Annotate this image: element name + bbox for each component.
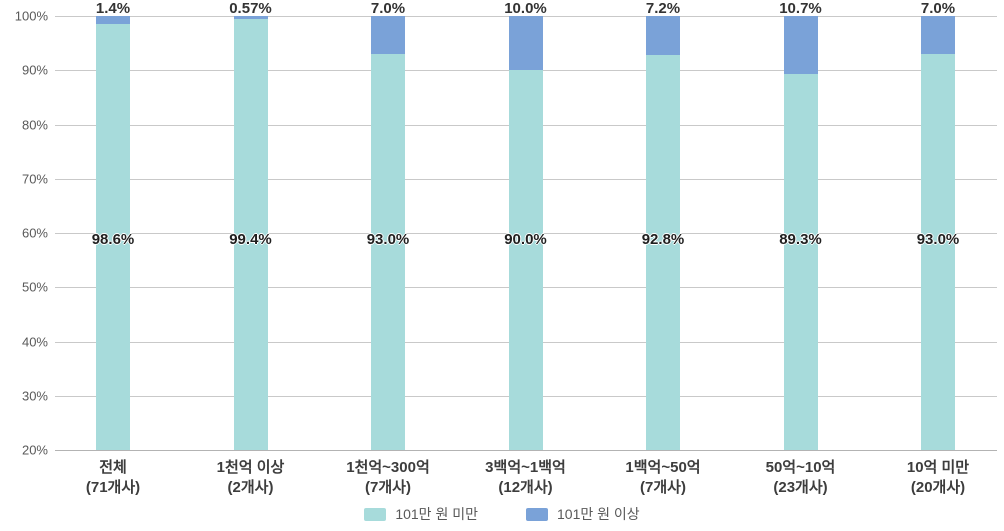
inside-value-label: 93.0% <box>916 231 960 248</box>
inside-value-label: 90.0% <box>504 231 547 248</box>
y-tick-label: 60% <box>21 225 48 241</box>
category-name: 1천억 이상 <box>216 459 285 476</box>
y-tick-label: 50% <box>21 279 48 295</box>
category-name: 1천억~300억 <box>346 459 430 476</box>
x-category-label: 1천억 이상 (2개사) <box>171 458 331 498</box>
top-value-label: 7.0% <box>370 0 406 17</box>
x-category-label: 50억~10억 (23개사) <box>721 458 881 498</box>
legend-swatch-icon <box>364 507 387 521</box>
bar-segment-over-101 <box>371 16 405 54</box>
bar-2 <box>371 16 405 450</box>
category-name: 3백억~1백억 <box>485 459 566 476</box>
x-category-label: 10억 미만 (20개사) <box>858 458 1004 498</box>
category-name: 전체 <box>99 459 127 476</box>
inside-value-label: 98.6% <box>91 231 135 248</box>
y-tick-label: 80% <box>21 117 48 132</box>
top-value-label: 7.2% <box>645 0 681 17</box>
inside-value-label: 99.4% <box>229 231 272 248</box>
bar-segment-over-101 <box>96 16 130 24</box>
category-count: (2개사) <box>227 479 274 496</box>
legend: 101만 원 미만 101만 원 이상 <box>0 504 1004 524</box>
gridline-20 <box>55 450 997 451</box>
bar-segment-over-101 <box>233 16 268 20</box>
bar-segment-under-101 <box>371 53 405 450</box>
category-count: (71개사) <box>85 479 141 496</box>
inside-value-label: 89.3% <box>779 231 822 248</box>
category-count: (20개사) <box>910 479 966 496</box>
top-value-label: 10.7% <box>779 0 822 17</box>
legend-label: 101만 원 미만 <box>395 506 478 522</box>
top-value-label: 10.0% <box>504 0 547 17</box>
legend-item-1: 101만 원 이상 <box>526 504 640 524</box>
inside-value-label: 92.8% <box>641 231 685 248</box>
y-tick-label: 90% <box>21 62 48 78</box>
bar-segment-over-101 <box>921 16 955 54</box>
bar-4 <box>646 16 680 450</box>
top-value-label: 7.0% <box>920 0 956 17</box>
legend-label: 101만 원 이상 <box>557 506 640 522</box>
bar-segment-under-101 <box>96 23 130 450</box>
legend-swatch-icon <box>526 507 548 521</box>
bar-segment-under-101 <box>233 19 268 450</box>
x-category-label: 1천억~300억 (7개사) <box>308 458 468 498</box>
category-count: (12개사) <box>498 479 553 496</box>
bar-3 <box>508 16 543 450</box>
x-category-label: 전체 (71개사) <box>33 458 193 498</box>
bar-segment-under-101 <box>783 74 818 450</box>
y-tick-label: 70% <box>21 171 48 187</box>
y-tick-label: 100% <box>14 8 48 24</box>
top-value-label: 0.57% <box>229 0 272 17</box>
x-category-label: 3백억~1백억 (12개사) <box>446 458 606 498</box>
bar-6 <box>921 16 955 450</box>
bar-segment-under-101 <box>508 70 543 450</box>
bar-5 <box>783 16 818 450</box>
y-tick-label: 20% <box>21 442 48 458</box>
y-tick-label: 40% <box>21 334 48 349</box>
bar-segment-over-101 <box>783 16 818 75</box>
bar-segment-over-101 <box>646 16 680 56</box>
category-count: (23개사) <box>773 479 828 496</box>
bar-1 <box>233 16 268 450</box>
category-count: (7개사) <box>365 479 411 496</box>
x-category-label: 1백억~50억 (7개사) <box>583 458 743 498</box>
legend-item-0: 101만 원 미만 <box>364 504 478 524</box>
bar-segment-over-101 <box>508 16 543 71</box>
top-value-label: 1.4% <box>95 0 131 17</box>
bar-segment-under-101 <box>921 53 955 450</box>
category-name: 50억~10억 <box>765 459 836 476</box>
inside-value-label: 93.0% <box>366 231 410 248</box>
bar-segment-under-101 <box>646 55 680 450</box>
bar-0 <box>96 16 130 450</box>
category-count: (7개사) <box>640 479 686 496</box>
category-name: 1백억~50억 <box>625 459 701 476</box>
y-tick-label: 30% <box>21 388 48 404</box>
category-name: 10억 미만 <box>906 459 970 476</box>
